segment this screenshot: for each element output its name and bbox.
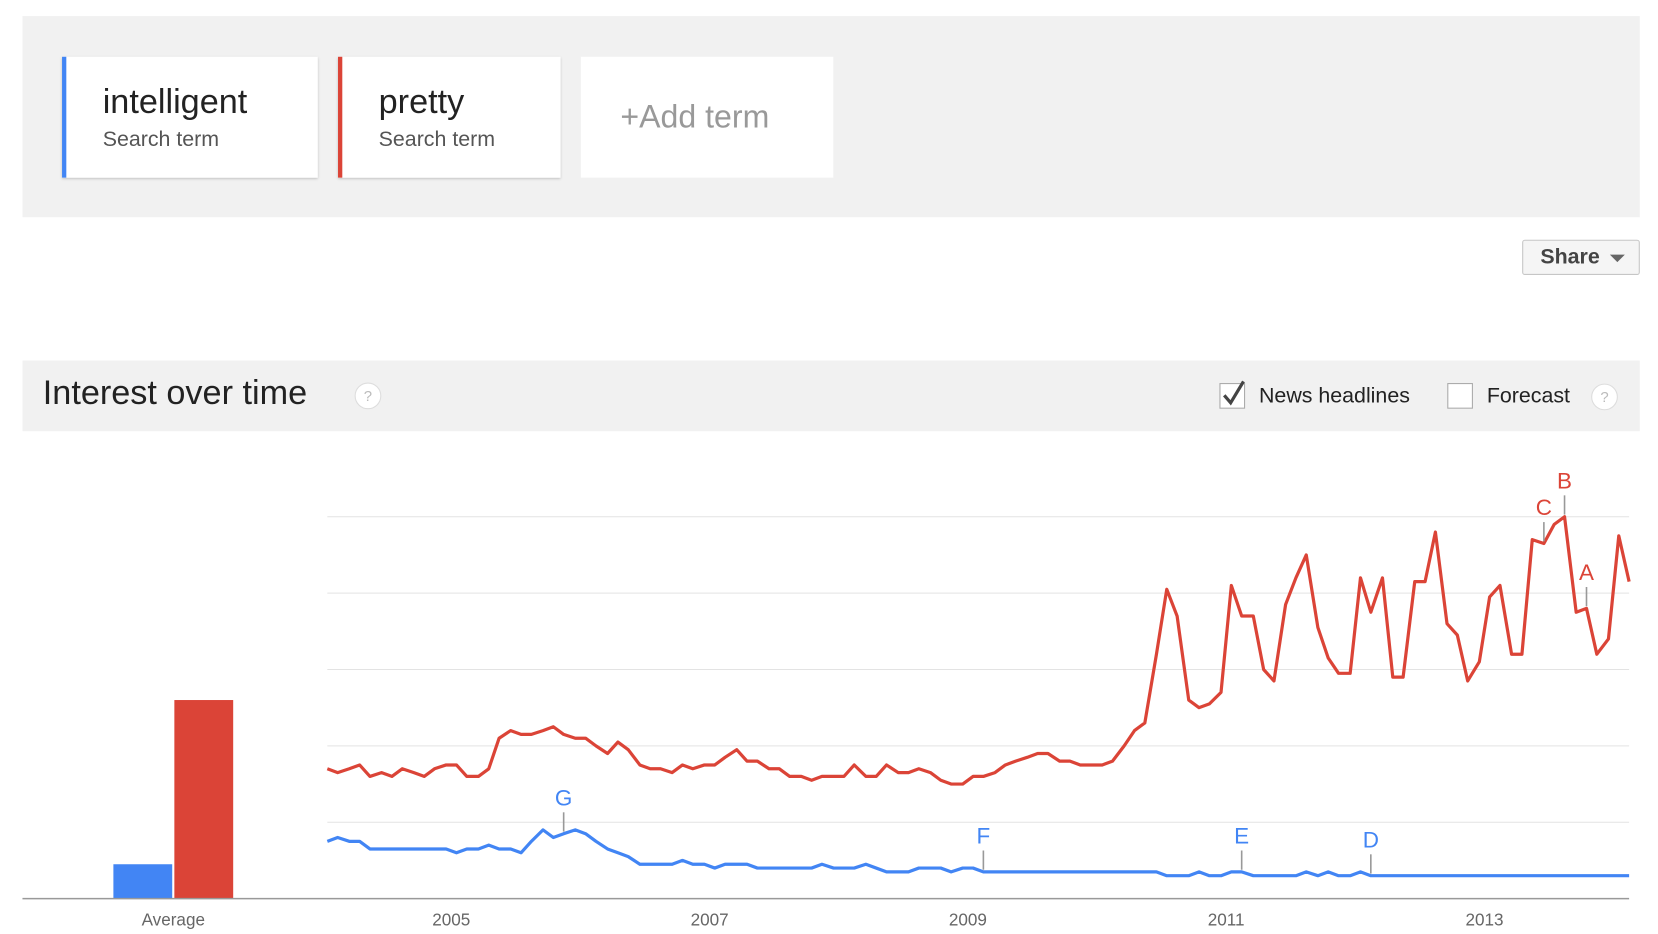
- dropdown-arrow: [1609, 254, 1625, 263]
- news-checkbox[interactable]: News headlines: [1219, 380, 1410, 409]
- help-mark: ?: [364, 388, 372, 405]
- help-circle: [1591, 383, 1618, 411]
- bar: [113, 864, 173, 899]
- card-accent: [338, 56, 343, 178]
- series-line: [326, 828, 1630, 878]
- annotation-label: E: [1234, 824, 1249, 849]
- term-name: intelligent: [103, 83, 248, 121]
- checkbox: [1447, 383, 1473, 409]
- card-accent: [62, 56, 67, 178]
- add-term-label: +Add term: [620, 98, 769, 134]
- term-subtitle: Search term: [379, 127, 495, 151]
- card-bg: [62, 56, 318, 178]
- x-tick-label: Average: [142, 911, 205, 930]
- annotation-label: D: [1363, 827, 1379, 852]
- card-bg: [580, 56, 834, 178]
- section-header: [22, 360, 1640, 432]
- x-tick-label: 2007: [691, 911, 729, 930]
- annotation-label: B: [1557, 468, 1572, 493]
- x-tick-label: 2013: [1465, 911, 1503, 930]
- add-term[interactable]: +Add term: [580, 56, 834, 178]
- term-card[interactable]: pretty Search term: [338, 56, 561, 178]
- bar: [174, 700, 234, 899]
- checkbox-label: Forecast: [1487, 384, 1570, 408]
- help-icon[interactable]: ?: [1591, 383, 1618, 411]
- help-mark: ?: [1600, 389, 1608, 406]
- checkbox-label: News headlines: [1259, 384, 1410, 408]
- share-label: Share: [1540, 245, 1600, 269]
- series-line: [326, 515, 1631, 786]
- x-tick-label: 2011: [1208, 911, 1245, 930]
- annotation-label: A: [1579, 560, 1594, 585]
- annotation-label: C: [1536, 495, 1552, 520]
- annotation-label: G: [555, 785, 572, 810]
- annotation-label: F: [977, 824, 991, 849]
- term-subtitle: Search term: [103, 127, 219, 151]
- x-tick-label: 2005: [432, 911, 470, 930]
- chart: Average 2005 2007 2009 2011 2013 G F E D CB A: [22, 468, 1631, 930]
- section-title: Interest over time: [43, 374, 307, 412]
- help-icon[interactable]: ?: [354, 382, 382, 410]
- help-circle: [354, 382, 382, 410]
- card-bg: [338, 56, 561, 178]
- term-name: pretty: [379, 83, 465, 121]
- share-button[interactable]: Share: [1522, 239, 1640, 275]
- term-card[interactable]: intelligent Search term: [62, 56, 318, 178]
- x-tick-label: 2009: [949, 911, 987, 930]
- button-bg: [1522, 239, 1640, 275]
- forecast-checkbox[interactable]: Forecast: [1447, 383, 1570, 409]
- check-mark: [1223, 380, 1245, 406]
